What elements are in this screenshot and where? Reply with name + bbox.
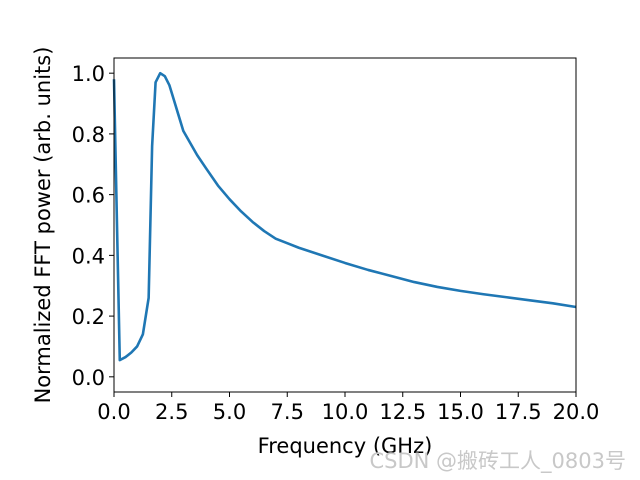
x-tick-label: 7.5 [271, 400, 304, 424]
plot-lines [112, 71, 577, 362]
y-tick-label: 0.8 [72, 123, 105, 147]
y-axis-label: Normalized FFT power (arb. units) [31, 47, 55, 404]
x-tick-label: 15.0 [437, 400, 484, 424]
y-tick-label: 1.0 [72, 62, 105, 86]
y-tick-label: 0.2 [72, 305, 105, 329]
x-axis-ticks: 0.0 2.5 5.0 7.5 10.0 12.5 15.0 17.5 20.0 [97, 392, 599, 424]
y-axis-ticks: 0.0 0.2 0.4 0.6 0.8 1.0 [72, 62, 114, 390]
x-tick-label: 0.0 [97, 400, 130, 424]
y-tick-label: 0.6 [72, 184, 105, 208]
x-tick-label: 12.5 [379, 400, 426, 424]
x-tick-label: 2.5 [155, 400, 188, 424]
x-tick-label: 17.5 [495, 400, 542, 424]
x-axis-label: Frequency (GHz) [258, 434, 433, 458]
y-tick-label: 0.4 [72, 244, 105, 268]
plot-frame [113, 57, 577, 393]
series-line [112, 71, 577, 362]
x-tick-label: 20.0 [553, 400, 600, 424]
y-tick-label: 0.0 [72, 366, 105, 390]
watermark: CSDN @搬砖工人_0803号 [370, 449, 627, 474]
x-tick-label: 5.0 [213, 400, 246, 424]
x-tick-label: 10.0 [322, 400, 369, 424]
